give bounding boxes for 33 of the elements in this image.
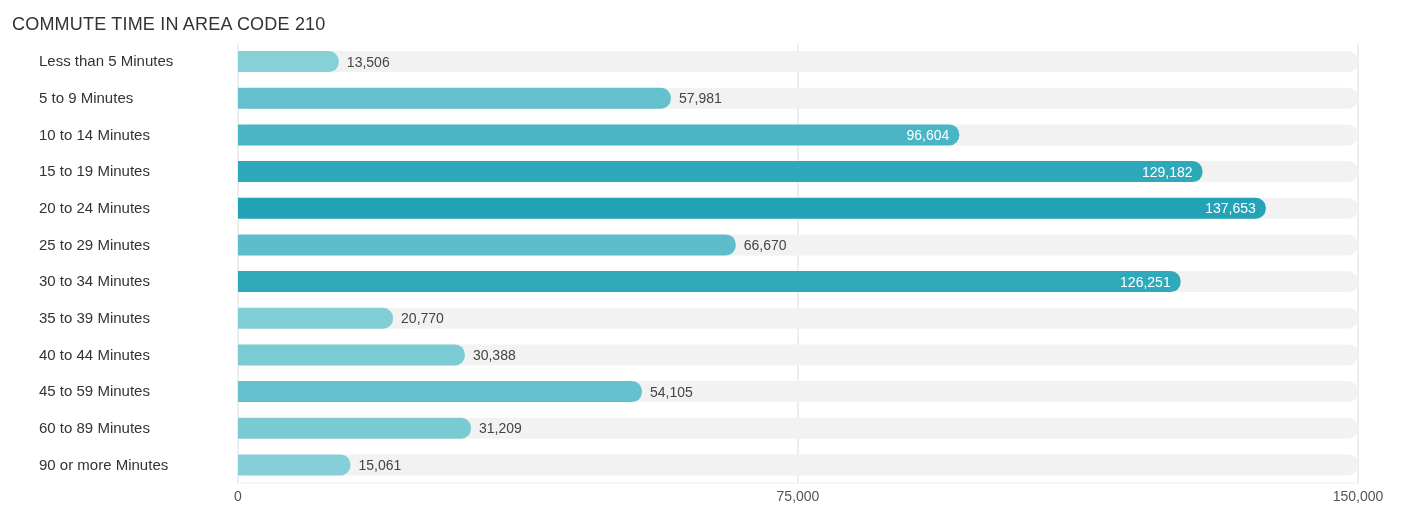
y-tick-label: Less than 5 Minutes — [39, 52, 174, 70]
x-tick-label: 0 — [234, 487, 243, 504]
x-tick-label: 75,000 — [776, 487, 820, 504]
data-label: 137,653 — [1205, 200, 1257, 217]
data-label: 57,981 — [678, 90, 722, 107]
y-tick-label: 45 to 59 Minutes — [39, 382, 150, 400]
bar — [238, 417, 472, 439]
x-tick-label: 150,000 — [1332, 487, 1384, 504]
data-label: 129,182 — [1141, 163, 1193, 180]
bar — [238, 454, 351, 476]
y-tick-label: 15 to 19 Minutes — [39, 162, 150, 180]
bar — [238, 307, 394, 329]
y-tick-label: 5 to 9 Minutes — [39, 89, 134, 106]
y-tick-label: 25 to 29 Minutes — [39, 235, 150, 253]
chart-title: COMMUTE TIME IN AREA CODE 210 — [11, 13, 327, 36]
data-label: 66,670 — [743, 236, 787, 253]
data-label: 126,251 — [1120, 273, 1171, 290]
y-tick-label: 35 to 39 Minutes — [39, 309, 150, 326]
data-label: 13,506 — [346, 53, 390, 70]
data-label: 15,061 — [358, 456, 402, 473]
y-tick-label: 30 to 34 Minutes — [39, 272, 150, 290]
bar — [238, 51, 339, 73]
data-label: 31,209 — [479, 420, 523, 437]
y-tick-label: 40 to 44 Minutes — [39, 345, 150, 363]
bar — [238, 344, 465, 366]
data-label: 96,604 — [906, 126, 950, 143]
data-label: 54,105 — [649, 383, 694, 400]
y-tick-label: 10 to 14 Minutes — [39, 125, 150, 143]
y-tick-label: 60 to 89 Minutes — [39, 419, 150, 436]
y-tick-label: 20 to 24 Minutes — [39, 199, 150, 216]
data-label: 20,770 — [401, 310, 445, 327]
data-label: 30,388 — [472, 346, 516, 363]
y-tick-label: 90 or more Minutes — [39, 455, 169, 473]
